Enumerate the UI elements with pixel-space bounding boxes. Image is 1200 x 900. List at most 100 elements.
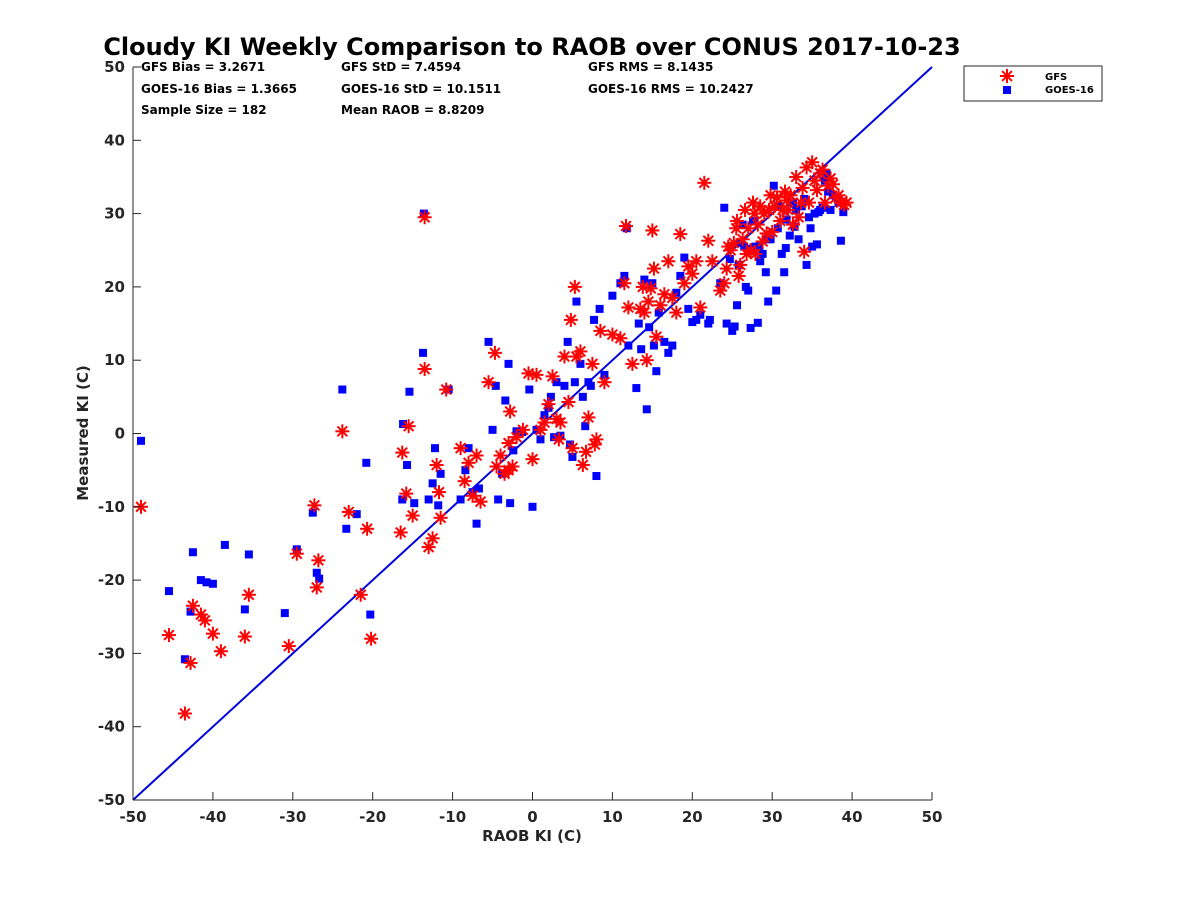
gfs-point xyxy=(791,210,806,225)
gfs-point xyxy=(805,155,820,170)
goes16-point xyxy=(624,341,633,350)
goes16-point xyxy=(722,319,731,328)
gfs-point xyxy=(697,175,712,190)
gfs-point xyxy=(457,474,472,489)
gfs-point xyxy=(621,300,636,315)
goes16-point xyxy=(676,271,685,280)
goes16-point xyxy=(576,359,585,368)
goes16-point xyxy=(640,275,649,284)
goes16-point xyxy=(814,208,823,217)
goes16-point xyxy=(620,271,629,280)
gfs-point xyxy=(773,213,788,228)
stat-text: GOES-16 RMS = 10.2427 xyxy=(588,82,754,96)
gfs-point xyxy=(360,521,375,536)
gfs-point xyxy=(545,369,560,384)
gfs-point xyxy=(453,441,468,456)
goes16-point xyxy=(680,253,689,262)
goes16-point xyxy=(733,301,742,310)
gfs-point xyxy=(815,162,830,177)
gfs-point xyxy=(669,305,684,320)
gfs-point xyxy=(417,210,432,225)
gfs-point xyxy=(439,382,454,397)
gfs-point xyxy=(730,213,745,228)
gfs-point xyxy=(701,233,716,248)
gfs-point xyxy=(565,441,580,456)
stat-text: Mean RAOB = 8.8209 xyxy=(341,103,485,117)
goes16-point xyxy=(728,326,737,335)
goes16-point xyxy=(595,304,604,313)
goes16-point xyxy=(761,268,770,277)
goes16-point xyxy=(634,319,643,328)
goes16-point xyxy=(649,341,658,350)
goes16-point xyxy=(696,310,705,319)
goes16-point xyxy=(315,574,324,583)
gfs-point xyxy=(309,580,324,595)
gfs-point xyxy=(717,276,732,291)
stat-text: GOES-16 Bias = 1.3665 xyxy=(141,82,297,96)
y-tick-label: 20 xyxy=(104,278,125,296)
goes16-point xyxy=(781,244,790,253)
goes16-point xyxy=(608,291,617,300)
statistics-block: GFS Bias = 3.2671 GFS StD = 7.4594 GFS RMS… xyxy=(141,60,754,117)
gfs-point xyxy=(557,349,572,364)
goes16-point xyxy=(180,655,189,664)
gfs-point xyxy=(469,448,484,463)
gfs-point xyxy=(341,504,356,519)
gfs-point xyxy=(639,353,654,368)
goes16-point xyxy=(164,587,173,596)
gfs-point xyxy=(797,244,812,259)
goes16-point xyxy=(186,607,195,616)
stat-text: GOES-16 StD = 10.1511 xyxy=(341,82,501,96)
goes16-point xyxy=(720,203,729,212)
goes16-point xyxy=(188,548,197,557)
gfs-point xyxy=(567,279,582,294)
gfs-point xyxy=(197,613,212,628)
gfs-point xyxy=(551,432,566,447)
x-tick-label: -20 xyxy=(359,808,386,826)
gfs-point xyxy=(399,486,414,501)
goes16-point xyxy=(725,255,734,264)
gfs-point xyxy=(585,356,600,371)
gfs-point xyxy=(645,223,660,238)
goes16-point xyxy=(563,337,572,346)
gfs-point xyxy=(685,266,700,281)
gfs-point xyxy=(801,195,816,210)
goes16-point xyxy=(642,405,651,414)
goes16-point xyxy=(705,315,714,324)
goes16-point xyxy=(648,279,657,288)
gfs-point xyxy=(747,206,762,221)
gfs-point xyxy=(735,232,750,247)
goes16-point xyxy=(684,304,693,313)
gfs-point xyxy=(646,261,661,276)
gfs-point xyxy=(241,587,256,602)
goes16-point xyxy=(428,479,437,488)
goes16-point xyxy=(785,231,794,240)
goes16-point xyxy=(366,610,375,619)
goes16-point xyxy=(586,381,595,390)
goes16-point xyxy=(826,205,835,214)
goes16-point xyxy=(540,411,549,420)
legend-gfs-marker xyxy=(1000,69,1014,83)
y-axis-label: Measured KI (C) xyxy=(74,365,92,501)
gfs-point xyxy=(731,268,746,283)
goes16-point xyxy=(738,220,747,229)
goes16-point xyxy=(570,378,579,387)
gfs-point xyxy=(432,485,447,500)
goes16-point xyxy=(431,444,440,453)
gfs-point xyxy=(425,531,440,546)
goes16-point xyxy=(746,323,755,332)
goes16-point xyxy=(744,286,753,295)
gfs-point xyxy=(364,631,379,646)
goes16-point xyxy=(501,396,510,405)
gfs-point xyxy=(311,553,326,568)
goes16-point xyxy=(664,348,673,357)
goes16-point xyxy=(240,605,249,614)
stat-text: GFS Bias = 3.2671 xyxy=(141,60,265,74)
gfs-point xyxy=(589,432,604,447)
goes16-point xyxy=(461,466,470,475)
goes16-point xyxy=(504,359,513,368)
goes16-point xyxy=(590,315,599,324)
goes16-point xyxy=(777,249,786,258)
goes16-point xyxy=(509,446,518,455)
y-tick-label: 10 xyxy=(104,351,125,369)
